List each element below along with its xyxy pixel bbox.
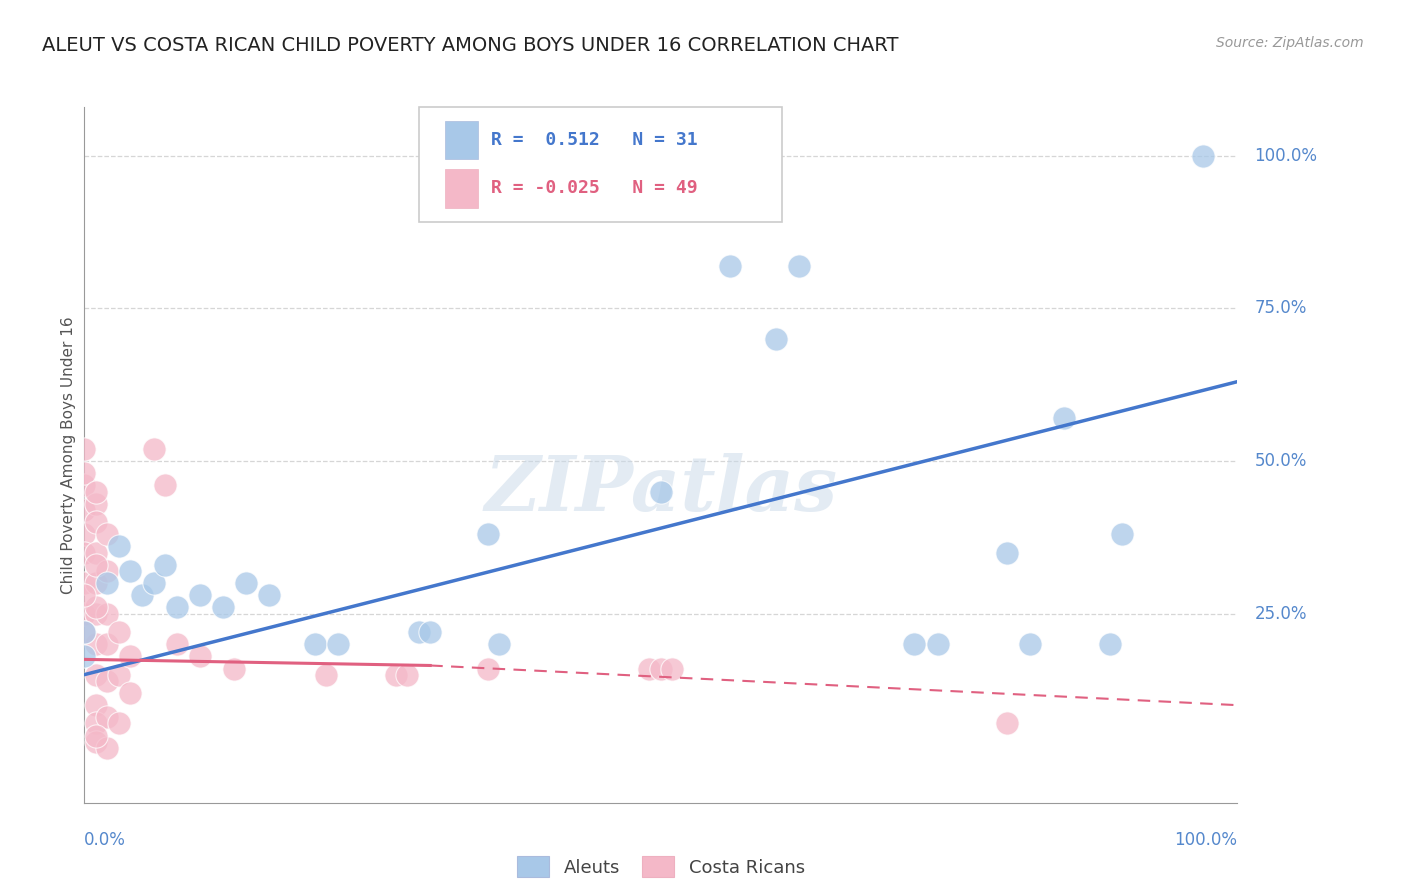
FancyBboxPatch shape <box>446 169 478 208</box>
Point <box>650 484 672 499</box>
Point <box>73 467 96 481</box>
Point <box>488 637 510 651</box>
Point <box>84 716 107 731</box>
Point <box>84 545 107 559</box>
Point <box>1018 637 1040 651</box>
Point <box>995 716 1018 731</box>
Point <box>787 259 810 273</box>
Point <box>120 564 142 578</box>
Point <box>1099 637 1122 651</box>
Point <box>304 637 326 651</box>
Point <box>108 540 131 554</box>
Point <box>477 527 499 541</box>
Point <box>108 716 131 731</box>
Point <box>73 607 96 621</box>
Point <box>73 442 96 456</box>
Point <box>96 710 118 724</box>
Text: 100.0%: 100.0% <box>1174 830 1237 848</box>
Text: Source: ZipAtlas.com: Source: ZipAtlas.com <box>1216 36 1364 50</box>
Point <box>650 661 672 675</box>
Point <box>120 686 142 700</box>
Point <box>142 576 165 591</box>
Text: R =  0.512   N = 31: R = 0.512 N = 31 <box>491 131 697 149</box>
Point <box>661 661 683 675</box>
Point <box>96 740 118 755</box>
Point <box>188 588 211 602</box>
Text: 100.0%: 100.0% <box>1254 147 1317 165</box>
Text: 50.0%: 50.0% <box>1254 452 1308 470</box>
Point <box>1191 149 1213 163</box>
Point <box>96 564 118 578</box>
Point <box>73 649 96 664</box>
Legend: Aleuts, Costa Ricans: Aleuts, Costa Ricans <box>509 849 813 884</box>
Point <box>84 729 107 743</box>
Point <box>384 667 406 681</box>
Text: 75.0%: 75.0% <box>1254 300 1308 318</box>
Point <box>131 588 153 602</box>
Point <box>408 624 430 639</box>
Point <box>120 649 142 664</box>
Point <box>142 442 165 456</box>
Point <box>84 667 107 681</box>
Point <box>903 637 925 651</box>
Point <box>224 661 246 675</box>
FancyBboxPatch shape <box>446 120 478 159</box>
Point <box>96 576 118 591</box>
Point <box>96 607 118 621</box>
Point <box>995 545 1018 559</box>
Point <box>73 478 96 492</box>
Point <box>315 667 337 681</box>
Point <box>211 600 233 615</box>
Point <box>84 576 107 591</box>
FancyBboxPatch shape <box>419 107 782 222</box>
Point <box>84 698 107 713</box>
Point <box>153 558 176 572</box>
Point <box>96 527 118 541</box>
Point <box>96 637 118 651</box>
Text: R = -0.025   N = 49: R = -0.025 N = 49 <box>491 179 697 197</box>
Point <box>257 588 280 602</box>
Point <box>73 503 96 517</box>
Point <box>108 667 131 681</box>
Point <box>73 624 96 639</box>
Point <box>638 661 661 675</box>
Point <box>73 545 96 559</box>
Point <box>235 576 257 591</box>
Point <box>84 607 107 621</box>
Point <box>419 624 441 639</box>
Point <box>326 637 349 651</box>
Point <box>1111 527 1133 541</box>
Point <box>718 259 741 273</box>
Text: 0.0%: 0.0% <box>84 830 127 848</box>
Point <box>1053 411 1076 425</box>
Point <box>108 624 131 639</box>
Point <box>166 637 188 651</box>
Point <box>84 558 107 572</box>
Point <box>96 673 118 688</box>
Point <box>84 515 107 529</box>
Point <box>166 600 188 615</box>
Y-axis label: Child Poverty Among Boys Under 16: Child Poverty Among Boys Under 16 <box>60 316 76 594</box>
Point <box>396 667 419 681</box>
Point <box>765 332 787 346</box>
Point <box>84 735 107 749</box>
Point <box>84 637 107 651</box>
Text: ZIPatlas: ZIPatlas <box>484 453 838 526</box>
Point <box>153 478 176 492</box>
Point <box>84 497 107 511</box>
Point <box>73 576 96 591</box>
Text: 25.0%: 25.0% <box>1254 605 1308 623</box>
Point <box>477 661 499 675</box>
Point <box>73 527 96 541</box>
Point <box>927 637 949 651</box>
Point <box>84 484 107 499</box>
Point <box>188 649 211 664</box>
Point <box>84 600 107 615</box>
Point <box>73 588 96 602</box>
Point <box>73 624 96 639</box>
Text: ALEUT VS COSTA RICAN CHILD POVERTY AMONG BOYS UNDER 16 CORRELATION CHART: ALEUT VS COSTA RICAN CHILD POVERTY AMONG… <box>42 36 898 54</box>
